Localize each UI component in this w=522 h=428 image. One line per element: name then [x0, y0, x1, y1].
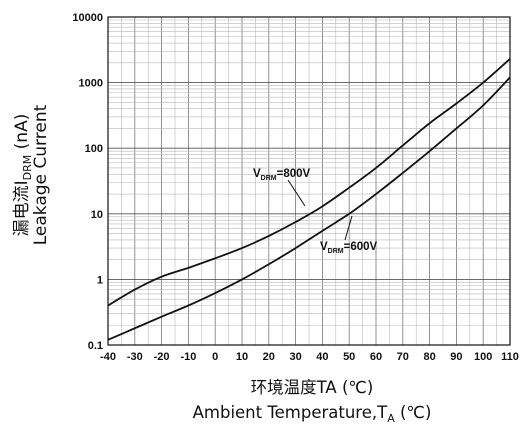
x-tick-label: 30	[289, 351, 301, 363]
grid-layer	[107, 17, 511, 346]
y-axis-title-line2: Leakage Current	[31, 104, 51, 245]
x-axis-title-line1: 环境温度TA (℃)	[251, 378, 374, 397]
x-tick-label: 100	[474, 351, 492, 363]
annotation-leader-800v	[287, 179, 306, 207]
y-tick-label: 1000	[79, 78, 103, 90]
axes-layer	[107, 16, 511, 346]
x-tick-label: 80	[423, 351, 435, 363]
x-tick-label: 90	[450, 351, 462, 363]
x-tick-label: 110	[501, 351, 519, 363]
ticks-layer: -40 -30 -20 -10 0 10 20 30 40 50 60 70 80 90 100 110100…	[72, 12, 518, 363]
x-tick-label: -30	[127, 351, 143, 363]
x-tick-label: -20	[154, 351, 170, 363]
y-tick-label: 10	[91, 209, 103, 221]
x-tick-label: -10	[180, 351, 196, 363]
x-tick-label: 40	[316, 351, 328, 363]
series-label-600v: VDRM=600V	[320, 241, 378, 255]
y-tick-label: 0.1	[88, 340, 103, 352]
y-tick-label: 10000	[72, 12, 103, 24]
plot-frame	[107, 16, 511, 346]
series-layer	[107, 58, 511, 341]
annotation-leader-600v	[344, 215, 353, 241]
x-tick-label: 60	[370, 351, 382, 363]
series-label-800v: VDRM=800V	[253, 168, 311, 182]
y-tick-label: 100	[85, 143, 103, 155]
x-tick-label: 10	[236, 351, 248, 363]
y-axis-title-line1: 漏电流IDRM (nA)	[12, 114, 34, 237]
x-tick-label: 50	[343, 351, 355, 363]
x-tick-label: 0	[212, 351, 218, 363]
x-axis-title-line2: Ambient Temperature,TA (℃)	[193, 403, 432, 425]
series-line-600v	[107, 76, 511, 341]
x-tick-label: -40	[100, 351, 116, 363]
x-tick-label: 70	[397, 351, 409, 363]
y-tick-label: 1	[97, 274, 103, 286]
series-line-800v	[107, 58, 511, 307]
x-tick-label: 20	[263, 351, 275, 363]
